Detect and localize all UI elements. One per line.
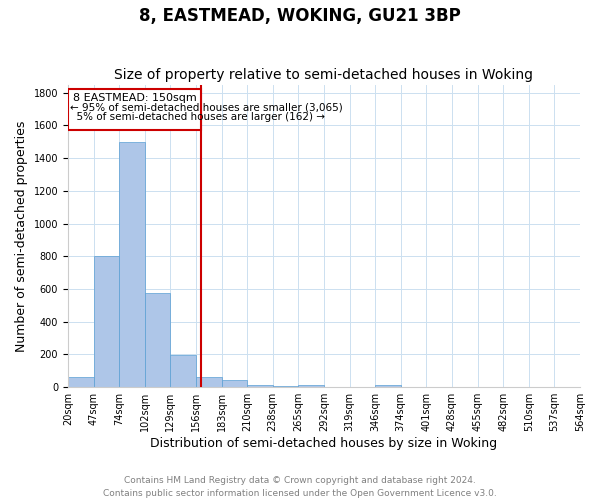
Bar [221, 380, 247, 387]
X-axis label: Distribution of semi-detached houses by size in Woking: Distribution of semi-detached houses by … [151, 437, 497, 450]
Text: 5% of semi-detached houses are larger (162) →: 5% of semi-detached houses are larger (1… [70, 112, 325, 122]
Bar [68, 378, 94, 387]
Bar [119, 142, 145, 387]
Bar [94, 256, 119, 387]
FancyBboxPatch shape [68, 90, 201, 130]
Bar [247, 385, 273, 387]
Text: ← 95% of semi-detached houses are smaller (3,065): ← 95% of semi-detached houses are smalle… [70, 102, 343, 113]
Bar [196, 376, 221, 387]
Bar [273, 386, 298, 387]
Title: Size of property relative to semi-detached houses in Woking: Size of property relative to semi-detach… [115, 68, 533, 82]
Bar [375, 385, 401, 387]
Bar [145, 293, 170, 387]
Text: Contains HM Land Registry data © Crown copyright and database right 2024.
Contai: Contains HM Land Registry data © Crown c… [103, 476, 497, 498]
Bar [298, 385, 324, 387]
Text: 8 EASTMEAD: 150sqm: 8 EASTMEAD: 150sqm [73, 92, 196, 102]
Bar [170, 356, 196, 387]
Y-axis label: Number of semi-detached properties: Number of semi-detached properties [15, 120, 28, 352]
Text: 8, EASTMEAD, WOKING, GU21 3BP: 8, EASTMEAD, WOKING, GU21 3BP [139, 8, 461, 26]
